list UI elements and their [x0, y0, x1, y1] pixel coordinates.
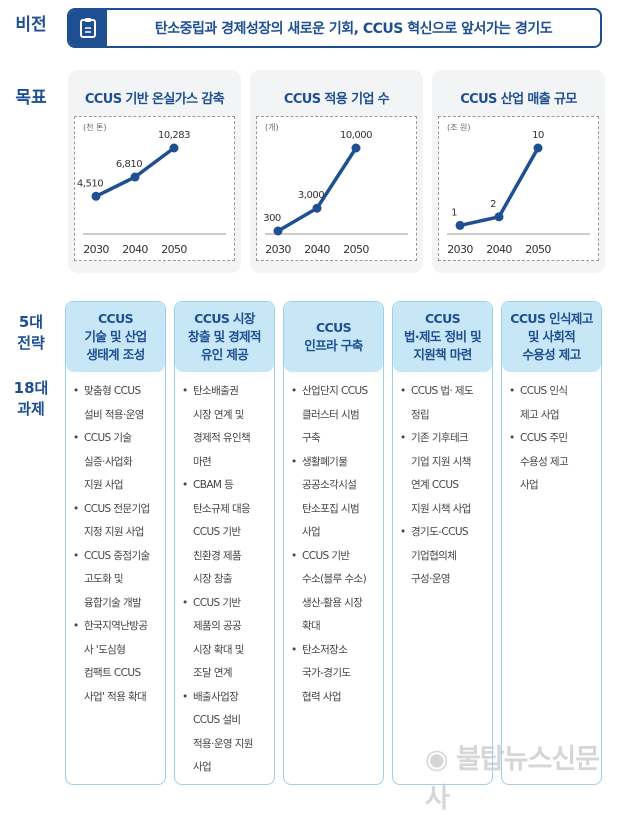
task-item: 경기도-CCUS 기업협의체 구성·운영: [399, 521, 488, 592]
data-label: 4,510: [77, 178, 103, 189]
task-item: 탄소저장소 국가-경기도 협력 사업: [290, 639, 379, 710]
chart-unit: (조 원): [447, 123, 471, 132]
strategy-column: CCUS 인식제고 및 사회적 수용성 제고CCUS 인식 제고 사업CCUS …: [501, 301, 602, 785]
task-item: CCUS 법· 제도 정립: [399, 380, 488, 427]
data-point: [351, 143, 361, 153]
chart-unit: (개): [265, 123, 279, 132]
goal-card: CCUS 적용 기업 수 (개) 300 2030 3,000 2040 10,000 20…: [250, 70, 423, 273]
task-item: CCUS 주민 수용성 제고 사업: [508, 427, 597, 498]
strategy-title: CCUS 법·제도 정비 및 지원책 마련: [393, 302, 492, 372]
data-point: [455, 220, 465, 230]
chart-plot: (개) 300 2030 3,000 2040 10,000 2050: [256, 116, 417, 261]
vision-label: 비전: [15, 15, 47, 35]
strategies-label: 5대 전략: [17, 313, 45, 352]
x-tick-label: 2030: [265, 243, 291, 256]
task-item: CBAM 등 탄소규제 대응 CCUS 기반 친환경 제품 시장 창출: [181, 474, 270, 592]
task-item: 탄소배출권 시장 연계 및 경제적 유인책 마련: [181, 380, 270, 474]
x-tick-label: 2040: [304, 243, 330, 256]
chart-title: CCUS 기반 온실가스 감축: [84, 92, 225, 107]
line-chart: 300 2030 3,000 2040 10,000 2050: [263, 130, 408, 256]
task-item: CCUS 기반 수소(블루 수소) 생산-활용 시장 확대: [290, 545, 379, 639]
line-chart: 1 2030 2 2040 10 2050: [447, 130, 590, 256]
clipboard-icon: [69, 10, 107, 46]
data-label: 1: [451, 207, 457, 218]
task-item: 맞춤형 CCUS 설비 적용·운영: [72, 380, 161, 427]
data-label: 3,000: [298, 190, 324, 201]
chart-unit: (천 톤): [83, 123, 107, 132]
data-point: [169, 143, 179, 153]
task-item: 산업단지 CCUS 클러스터 시범 구축: [290, 380, 379, 451]
goal-card: CCUS 산업 매출 규모 (조 원) 1 2030 2 2040 10 2050: [432, 70, 605, 273]
series-line: [95, 146, 176, 198]
x-tick-label: 2030: [83, 243, 109, 256]
goals-label: 목표: [15, 88, 47, 108]
task-item: CCUS 기반 제품의 공공 시장 확대 및 조달 연계: [181, 592, 270, 686]
x-tick-label: 2050: [343, 243, 369, 256]
x-tick-label: 2050: [161, 243, 187, 256]
data-point: [312, 203, 322, 213]
task-item: CCUS 인식 제고 사업: [508, 380, 597, 427]
x-tick-label: 2050: [525, 243, 551, 256]
task-item: 기존 기후테크 기업 지원 시책 연계 CCUS 지원 시책 사업: [399, 427, 488, 521]
strategy-title: CCUS 기술 및 산업 생태계 조성: [66, 302, 165, 372]
data-point: [494, 212, 504, 222]
chart-title: CCUS 산업 매출 규모: [460, 92, 577, 107]
data-label: 10,283: [158, 130, 190, 141]
data-point: [533, 143, 543, 153]
task-item: CCUS 전문기업 지정 지원 사업: [72, 498, 161, 545]
x-tick-label: 2030: [447, 243, 473, 256]
chart-plot: (조 원) 1 2030 2 2040 10 2050: [438, 116, 599, 261]
data-label: 10,000: [340, 130, 372, 141]
strategy-column: CCUS 시장 창출 및 경제적 유인 제공탄소배출권 시장 연계 및 경제적 …: [174, 301, 275, 785]
data-point: [273, 226, 283, 236]
task-item: CCUS 기술 실증·사업화 지원 사업: [72, 427, 161, 498]
task-list: 산업단지 CCUS 클러스터 시범 구축생활폐기물 공공소각시설 탄소포집 시범…: [284, 372, 383, 709]
vision-banner: 탄소중립과 경제성장의 새로운 기회, CCUS 혁신으로 앞서가는 경기도: [67, 8, 602, 48]
task-item: 배출사업장 CCUS 설비 적용·운영 지원 사업: [181, 686, 270, 780]
strategy-title: CCUS 인식제고 및 사회적 수용성 제고: [502, 302, 601, 372]
watermark-logo: ◉ 불탑뉴스신문사: [425, 744, 600, 814]
task-list: CCUS 법· 제도 정립기존 기후테크 기업 지원 시책 연계 CCUS 지원…: [393, 372, 492, 592]
task-list: 탄소배출권 시장 연계 및 경제적 유인책 마련CBAM 등 탄소규제 대응 C…: [175, 372, 274, 780]
strategy-column: CCUS 기술 및 산업 생태계 조성맞춤형 CCUS 설비 적용·운영CCUS…: [65, 301, 166, 785]
vision-text: 탄소중립과 경제성장의 새로운 기회, CCUS 혁신으로 앞서가는 경기도: [154, 21, 553, 37]
task-item: 한국지역난방공 사 '도심형 컴팩트 CCUS 사업' 적용 확대: [72, 615, 161, 709]
data-point: [91, 191, 101, 201]
task-item: CCUS 중점기술 고도화 및 융합기술 개발: [72, 545, 161, 616]
data-label: 6,810: [116, 159, 142, 170]
data-label: 2: [490, 199, 496, 210]
goal-card: CCUS 기반 온실가스 감축 (천 톤) 4,510 2030 6,810 2040 1…: [68, 70, 241, 273]
chart-title: CCUS 적용 기업 수: [283, 92, 390, 107]
task-item: 생활폐기물 공공소각시설 탄소포집 시범 사업: [290, 451, 379, 545]
tasks-label: 18대 과제: [13, 379, 49, 418]
data-label: 300: [263, 213, 281, 224]
x-tick-label: 2040: [122, 243, 148, 256]
data-point: [130, 172, 140, 182]
data-label: 10: [532, 130, 544, 141]
strategy-title: CCUS 인프라 구축: [284, 302, 383, 372]
line-chart: 4,510 2030 6,810 2040 10,283 2050: [77, 130, 226, 256]
x-tick-label: 2040: [486, 243, 512, 256]
strategy-title: CCUS 시장 창출 및 경제적 유인 제공: [175, 302, 274, 372]
strategy-column: CCUS 인프라 구축산업단지 CCUS 클러스터 시범 구축생활폐기물 공공소…: [283, 301, 384, 785]
strategy-column: CCUS 법·제도 정비 및 지원책 마련CCUS 법· 제도 정립기존 기후테…: [392, 301, 493, 785]
chart-plot: (천 톤) 4,510 2030 6,810 2040 10,283 2050: [74, 116, 235, 261]
